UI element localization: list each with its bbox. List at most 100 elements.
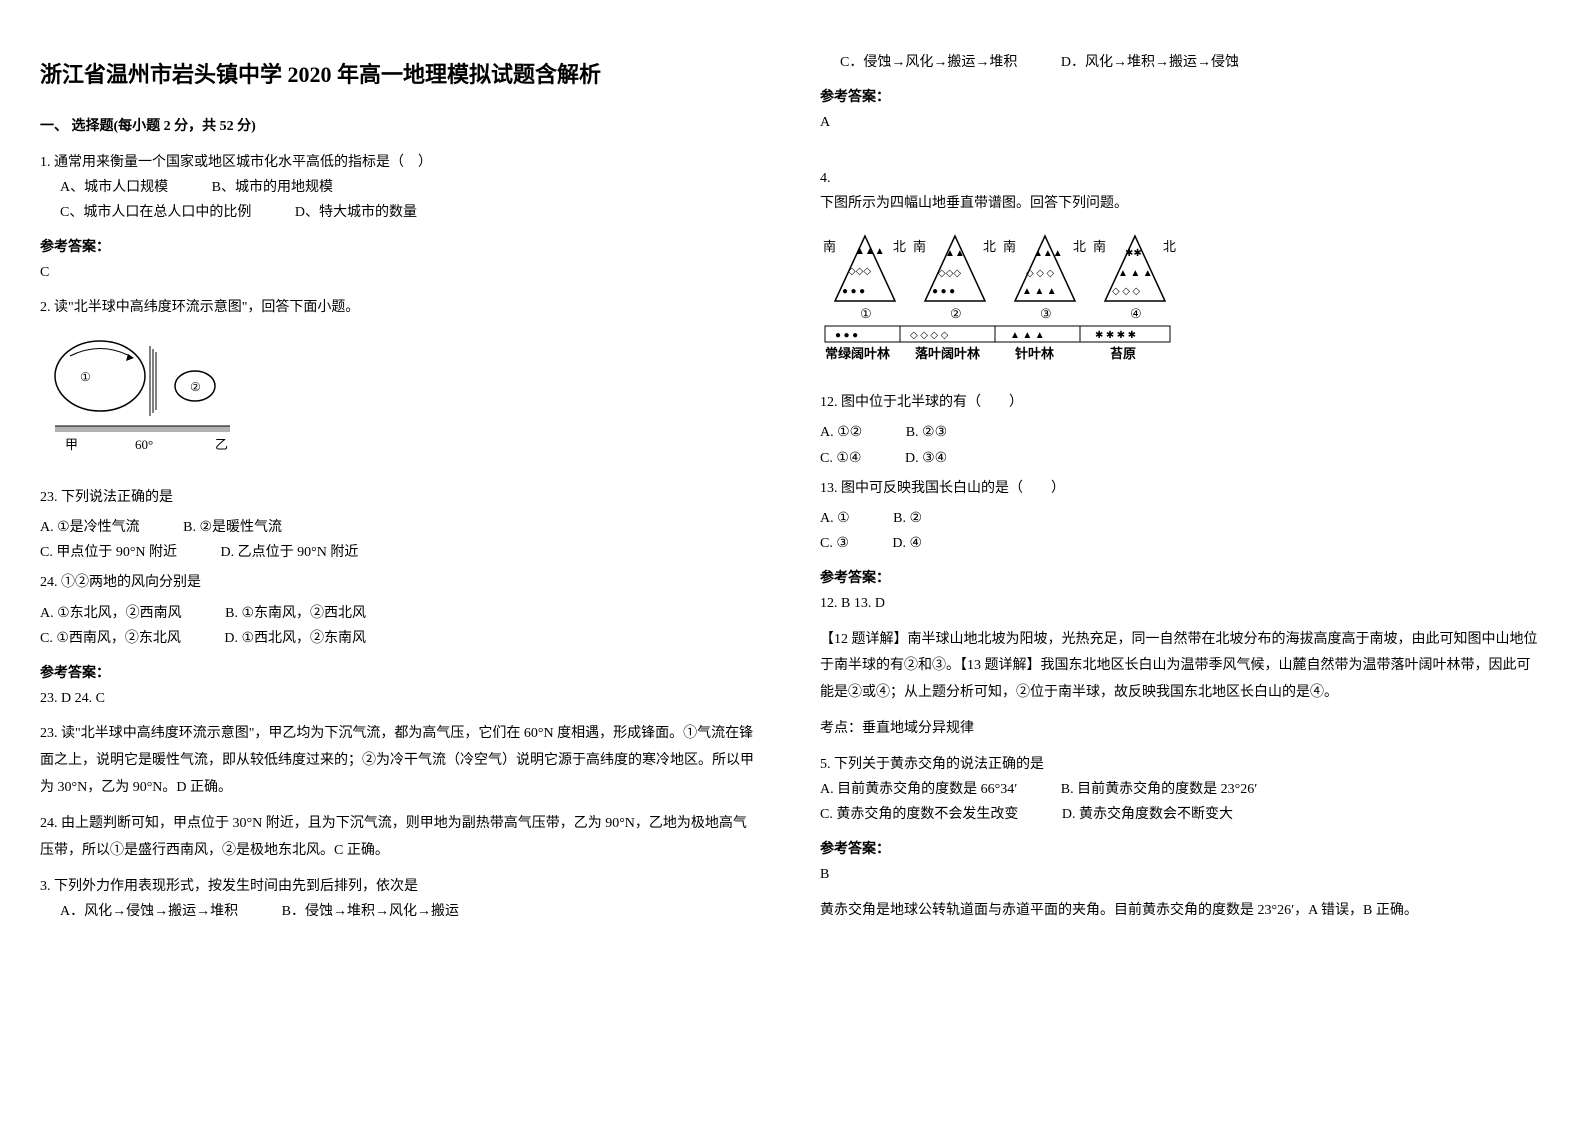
- q1-optC: C、城市人口在总人口中的比例: [60, 200, 251, 225]
- svg-text:▲ ▲ ▲: ▲ ▲ ▲: [1118, 268, 1153, 279]
- q2-sub23-optC: C. 甲点位于 90°N 附近: [40, 540, 177, 565]
- q5-answer: B: [820, 862, 1540, 887]
- q4-sub13-optB: B. ②: [893, 506, 922, 531]
- q1-answer: C: [40, 260, 760, 285]
- q4-sub13-optC: C. ③: [820, 531, 849, 556]
- q4-answer-label: 参考答案：: [820, 566, 1540, 591]
- q1-stem: 1. 通常用来衡量一个国家或地区城市化水平高低的指标是（ ）: [40, 150, 760, 175]
- circle-1-label: ①: [80, 370, 91, 384]
- q4-desc: 下图所示为四幅山地垂直带谱图。回答下列问题。: [820, 191, 1540, 216]
- q3-optC: C．侵蚀→风化→搬运→堆积: [840, 50, 1017, 75]
- q5-answer-label: 参考答案：: [820, 837, 1540, 862]
- svg-text:● ● ●: ● ● ●: [842, 286, 865, 297]
- q2-sub23-optB: B. ②是暖性气流: [183, 515, 282, 540]
- q5-optA: A. 目前黄赤交角的度数是 66°34′: [820, 777, 1017, 802]
- svg-text:针叶林: 针叶林: [1014, 346, 1054, 361]
- q2-sub24-stem: 24. ①②两地的风向分别是: [40, 570, 760, 595]
- q2-explanation24: 24. 由上题判断可知，甲点位于 30°N 附近，且为下沉气流，则甲地为副热带高…: [40, 811, 760, 864]
- q4-sub12-optD: D. ③④: [905, 446, 947, 471]
- q1-row1: A、城市人口规模 B、城市的用地规模: [60, 175, 760, 200]
- q3-optA: A．风化→侵蚀→搬运→堆积: [60, 899, 238, 924]
- q2-sub24-optD: D. ①西北风，②东南风: [224, 626, 366, 651]
- left-column: 浙江省温州市岩头镇中学 2020 年高一地理模拟试题含解析 一、 选择题(每小题…: [40, 40, 760, 935]
- mountain-2: 南 北 ▲▲ ◇◇◇ ● ● ● ②: [913, 236, 996, 321]
- svg-text:● ● ●: ● ● ●: [835, 330, 858, 341]
- svg-text:苔原: 苔原: [1110, 346, 1136, 361]
- svg-text:④: ④: [1130, 306, 1142, 321]
- q2-explanation23: 23. 读"北半球中高纬度环流示意图"，甲乙均为下沉气流，都为高气压，它们在 6…: [40, 721, 760, 801]
- q5-stem: 5. 下列关于黄赤交角的说法正确的是: [820, 752, 1540, 777]
- q4-sub13-stem: 13. 图中可反映我国长白山的是（ ）: [820, 476, 1540, 501]
- svg-text:①: ①: [860, 306, 872, 321]
- svg-text:南: 南: [823, 239, 836, 254]
- q2-diagram: ① ② 甲 60° 乙: [40, 331, 240, 470]
- q4-kaodian: 考点：垂直地域分异规律: [820, 716, 1540, 741]
- deg-label: 60°: [135, 437, 153, 452]
- q4-sub12-optA: A. ①②: [820, 420, 862, 445]
- q1-row2: C、城市人口在总人口中的比例 D、特大城市的数量: [60, 200, 760, 225]
- jia-label: 甲: [65, 437, 78, 452]
- question-1: 1. 通常用来衡量一个国家或地区城市化水平高低的指标是（ ） A、城市人口规模 …: [40, 150, 760, 286]
- svg-text:◇◇◇: ◇◇◇: [848, 266, 871, 277]
- svg-text:◇◇◇: ◇◇◇: [938, 268, 961, 279]
- q3-stem: 3. 下列外力作用表现形式，按发生时间由先到后排列，依次是: [40, 874, 760, 899]
- q1-answer-label: 参考答案：: [40, 235, 760, 260]
- yi-label: 乙: [215, 437, 228, 452]
- svg-text:◇ ◇ ◇: ◇ ◇ ◇: [1112, 286, 1140, 297]
- q3-answer: A: [820, 110, 1540, 135]
- svg-text:▲▲▲: ▲▲▲: [1033, 248, 1063, 259]
- q4-diagram: 南 北 ▲▲▲ ◇◇◇ ● ● ● ① 南 北 ▲▲ ◇◇◇ ● ●: [820, 226, 1200, 375]
- svg-text:▲▲▲: ▲▲▲: [855, 246, 885, 257]
- q4-sub13-optD: D. ④: [892, 531, 922, 556]
- svg-text:北: 北: [893, 239, 906, 254]
- svg-text:北: 北: [1163, 239, 1176, 254]
- q4-explanation: 【12 题详解】南半球山地北坡为阳坡，光热充足，同一自然带在北坡分布的海拔高度高…: [820, 627, 1540, 707]
- svg-text:▲ ▲ ▲: ▲ ▲ ▲: [1022, 286, 1057, 297]
- q1-optA: A、城市人口规模: [60, 175, 168, 200]
- q3-answer-label: 参考答案：: [820, 85, 1540, 110]
- question-5: 5. 下列关于黄赤交角的说法正确的是 A. 目前黄赤交角的度数是 66°34′ …: [820, 752, 1540, 925]
- svg-text:● ● ●: ● ● ●: [932, 286, 955, 297]
- q5-optC: C. 黄赤交角的度数不会发生改变: [820, 802, 1018, 827]
- question-4: 4. 下图所示为四幅山地垂直带谱图。回答下列问题。 南 北 ▲▲▲ ◇◇◇ ● …: [820, 166, 1540, 742]
- svg-text:南: 南: [1093, 239, 1106, 254]
- q1-optB: B、城市的用地规模: [212, 175, 333, 200]
- q2-sub23-optD: D. 乙点位于 90°N 附近: [221, 540, 359, 565]
- svg-text:北: 北: [1073, 239, 1086, 254]
- q4-answer: 12. B 13. D: [820, 591, 1540, 616]
- svg-text:▲ ▲ ▲: ▲ ▲ ▲: [1010, 330, 1045, 341]
- page-title: 浙江省温州市岩头镇中学 2020 年高一地理模拟试题含解析: [40, 55, 760, 95]
- q1-optD: D、特大城市的数量: [295, 200, 417, 225]
- svg-text:③: ③: [1040, 306, 1052, 321]
- mountain-3: 南 北 ▲▲▲ ◇ ◇ ◇ ▲ ▲ ▲ ③: [1003, 236, 1086, 321]
- circulation-diagram: ① ② 甲 60° 乙: [40, 331, 240, 461]
- svg-text:◇ ◇ ◇ ◇: ◇ ◇ ◇ ◇: [910, 330, 949, 341]
- mountain-diagram: 南 北 ▲▲▲ ◇◇◇ ● ● ● ① 南 北 ▲▲ ◇◇◇ ● ●: [820, 226, 1200, 366]
- svg-text:✱✱: ✱✱: [1125, 248, 1142, 259]
- svg-text:✱ ✱ ✱ ✱: ✱ ✱ ✱ ✱: [1095, 330, 1136, 341]
- q2-sub24-optA: A. ①东北风，②西南风: [40, 601, 182, 626]
- svg-text:落叶阔叶林: 落叶阔叶林: [915, 346, 980, 361]
- q2-sub24-optC: C. ①西南风，②东北风: [40, 626, 181, 651]
- svg-text:◇ ◇ ◇: ◇ ◇ ◇: [1026, 268, 1054, 279]
- q4-sub12-optB: B. ②③: [906, 420, 947, 445]
- q2-sub24-optB: B. ①东南风，②西北风: [225, 601, 366, 626]
- q3-optB: B．侵蚀→堆积→风化→搬运: [282, 899, 459, 924]
- question-2: 2. 读"北半球中高纬度环流示意图"，回答下面小题。 ① ② 甲 60°: [40, 295, 760, 864]
- legend: ● ● ● ◇ ◇ ◇ ◇ ▲ ▲ ▲ ✱ ✱ ✱ ✱ 常绿阔叶林 落叶阔叶林 …: [825, 326, 1170, 361]
- section-title: 一、 选择题(每小题 2 分，共 52 分): [40, 114, 760, 139]
- q4-sub13-optA: A. ①: [820, 506, 850, 531]
- svg-text:北: 北: [983, 239, 996, 254]
- q5-optD: D. 黄赤交角度数会不断变大: [1062, 802, 1233, 827]
- question-3: 3. 下列外力作用表现形式，按发生时间由先到后排列，依次是 A．风化→侵蚀→搬运…: [40, 874, 760, 924]
- mountain-4: 南 北 ✱✱ ▲ ▲ ▲ ◇ ◇ ◇ ④: [1093, 236, 1176, 321]
- q2-answer: 23. D 24. C: [40, 686, 760, 711]
- svg-text:▲▲: ▲▲: [945, 248, 965, 259]
- q5-explanation: 黄赤交角是地球公转轨道面与赤道平面的夹角。目前黄赤交角的度数是 23°26′，A…: [820, 898, 1540, 925]
- q4-stem: 4.: [820, 166, 1540, 191]
- svg-text:②: ②: [950, 306, 962, 321]
- svg-text:南: 南: [913, 239, 926, 254]
- svg-text:常绿阔叶林: 常绿阔叶林: [825, 346, 890, 361]
- svg-text:南: 南: [1003, 239, 1016, 254]
- q2-sub23-stem: 23. 下列说法正确的是: [40, 485, 760, 510]
